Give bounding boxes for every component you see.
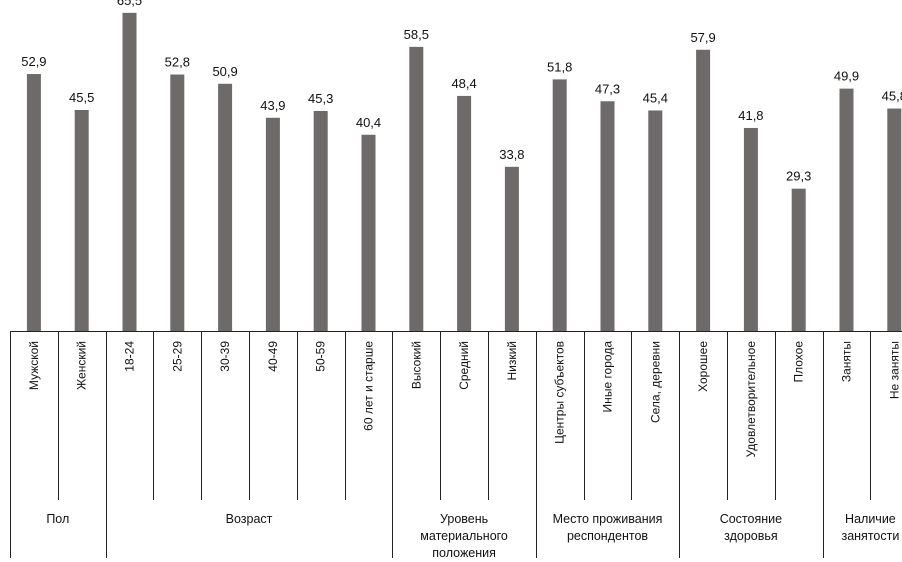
group-label: Пол xyxy=(46,512,69,526)
category-label: Мужской xyxy=(27,341,41,390)
value-label: 45,8 xyxy=(882,89,902,104)
bar xyxy=(218,83,233,332)
bar xyxy=(600,101,615,331)
bar xyxy=(887,108,902,332)
value-label: 52,9 xyxy=(21,54,46,69)
group-label: здоровья xyxy=(724,529,778,543)
category-label: 50-59 xyxy=(314,341,328,372)
bars-layer xyxy=(26,12,902,332)
value-label: 45,4 xyxy=(643,90,668,105)
category-labels-layer: Мужской Женский 18-24 25-29 30-39 40-49 50-59 6… xyxy=(27,341,901,458)
value-label: 48,4 xyxy=(451,76,476,91)
category-label: 25-29 xyxy=(170,341,184,372)
bar xyxy=(170,74,185,332)
category-label: Не заняты xyxy=(887,341,901,399)
bar xyxy=(361,134,376,331)
category-label: Плохое xyxy=(792,341,806,383)
value-label: 58,5 xyxy=(404,27,429,42)
value-label: 65,5 xyxy=(117,0,142,8)
group-label: Возраст xyxy=(226,512,273,526)
bar xyxy=(504,166,519,331)
group-label: респондентов xyxy=(567,529,648,543)
bar xyxy=(265,117,280,332)
category-label: Центры субъектов xyxy=(553,341,567,444)
group-label: положения xyxy=(432,546,496,560)
bar xyxy=(457,95,472,332)
value-label: 45,3 xyxy=(308,91,333,106)
value-label: 52,8 xyxy=(165,55,190,70)
category-label: 40-49 xyxy=(266,341,280,372)
axis-table-lines xyxy=(10,331,902,558)
bar xyxy=(409,46,424,331)
group-label: материального xyxy=(420,529,508,543)
bar xyxy=(313,110,328,331)
bar xyxy=(552,79,567,332)
value-label: 51,8 xyxy=(547,59,572,74)
bar xyxy=(839,88,854,331)
value-label: 43,9 xyxy=(260,98,285,113)
value-label: 33,8 xyxy=(499,147,524,162)
bar xyxy=(122,12,137,331)
category-label: 30-39 xyxy=(218,341,232,372)
group-label: Уровень xyxy=(440,512,488,526)
category-label: Иные города xyxy=(601,341,615,413)
value-label: 47,3 xyxy=(595,81,620,96)
bar xyxy=(74,110,89,331)
bar xyxy=(743,127,758,331)
category-label: Высокий xyxy=(409,341,423,389)
category-label: Заняты xyxy=(840,341,854,382)
value-label: 45,5 xyxy=(69,90,94,105)
group-labels-layer: Пол Возраст Уровень материального положения М… xyxy=(46,512,899,560)
value-label: 57,9 xyxy=(690,30,715,45)
category-label: Низкий xyxy=(505,341,519,381)
category-label: Средний xyxy=(457,341,471,390)
bar xyxy=(648,110,663,331)
category-label: Удовлетворительное xyxy=(744,341,758,458)
group-label: занятости xyxy=(841,529,899,543)
category-label: Женский xyxy=(75,341,89,390)
group-label: Состояние xyxy=(720,512,782,526)
bar xyxy=(26,74,41,332)
value-label: 29,3 xyxy=(786,169,811,184)
category-label: Села, деревни xyxy=(648,341,662,423)
value-label: 40,4 xyxy=(356,115,381,130)
value-label: 41,8 xyxy=(738,108,763,123)
value-label: 50,9 xyxy=(212,64,237,79)
value-labels-layer: 52,9 45,5 65,5 52,8 50,9 43,9 45,3 40,4 58,5 48,4… xyxy=(21,0,902,184)
bar xyxy=(791,188,806,331)
group-label: Наличие xyxy=(845,512,896,526)
value-label: 49,9 xyxy=(834,69,859,84)
category-label: Хорошее xyxy=(696,341,710,392)
bar xyxy=(696,49,711,332)
group-label: Место проживания xyxy=(553,512,663,526)
category-label: 60 лет и старше xyxy=(362,341,376,431)
category-label: 18-24 xyxy=(123,341,137,372)
